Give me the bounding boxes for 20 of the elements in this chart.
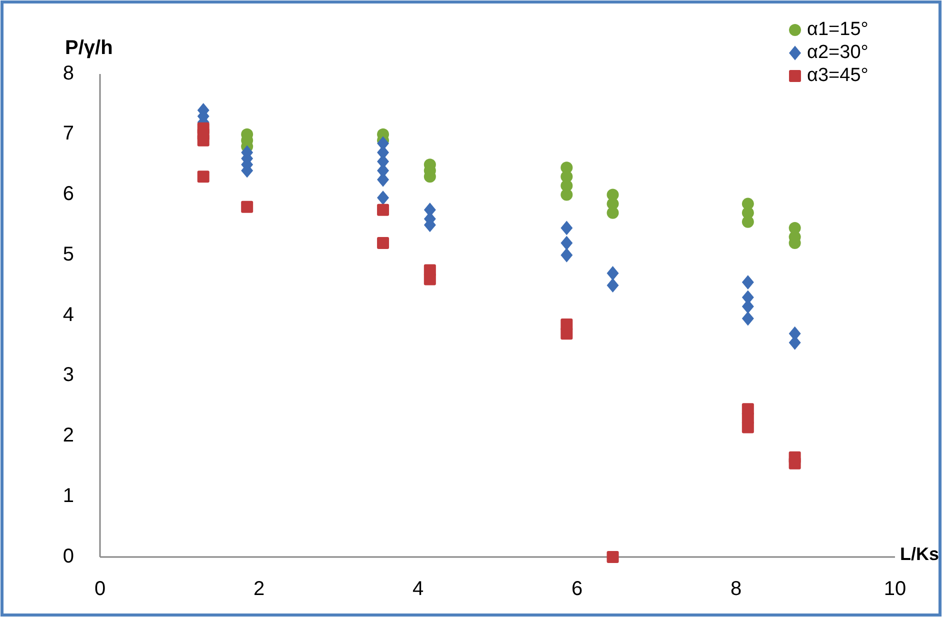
y-tick-label: 3 bbox=[62, 364, 74, 386]
x-axis-title: L/Ks bbox=[900, 544, 940, 564]
x-tick-label: 4 bbox=[412, 578, 424, 600]
x-tick-label: 6 bbox=[571, 578, 583, 600]
y-tick-label: 8 bbox=[62, 62, 74, 84]
x-tick-label: 2 bbox=[253, 578, 265, 600]
x-tick-label: 10 bbox=[884, 578, 906, 600]
y-tick-label: 0 bbox=[62, 545, 74, 568]
x-tick-label: 0 bbox=[94, 578, 106, 600]
legend-label: α2=30° bbox=[807, 42, 868, 64]
y-tick-label: 1 bbox=[62, 484, 74, 507]
y-tick-label: 5 bbox=[62, 243, 74, 266]
y-tick-label: 4 bbox=[62, 304, 74, 326]
y-tick-label: 2 bbox=[62, 424, 74, 447]
y-axis-title: P/γ/h bbox=[65, 37, 113, 59]
y-tick-label: 6 bbox=[62, 183, 74, 206]
legend-label: α3=45° bbox=[807, 65, 868, 86]
legend-label: α1=15° bbox=[807, 19, 868, 40]
x-tick-label: 8 bbox=[730, 578, 742, 600]
y-tick-label: 7 bbox=[62, 122, 74, 145]
